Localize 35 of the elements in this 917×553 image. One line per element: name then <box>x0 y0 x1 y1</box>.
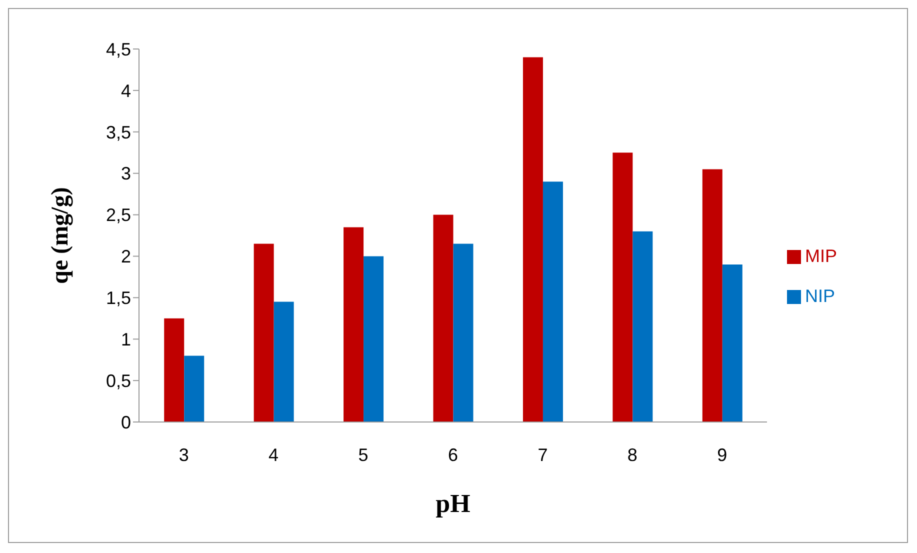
y-axis-title: qe (mg/g) <box>48 187 74 284</box>
y-tick-label: 0 <box>120 412 131 432</box>
x-tick-label: 3 <box>178 444 189 465</box>
bar <box>164 318 184 422</box>
legend-label: MIP <box>804 246 837 266</box>
bar <box>433 214 454 422</box>
legend-label: NIP <box>804 286 835 306</box>
x-tick-label: 5 <box>358 444 368 465</box>
bar <box>722 264 742 422</box>
x-tick-label: 4 <box>268 444 279 465</box>
bar <box>453 244 474 422</box>
y-tick-label: 2,5 <box>106 205 131 226</box>
x-axis-title: pH <box>436 489 470 518</box>
y-tick-label: 0,5 <box>106 370 131 391</box>
bar <box>632 231 653 422</box>
y-tick-label: 1,5 <box>106 288 131 308</box>
y-tick-label: 3 <box>120 164 131 184</box>
bar <box>612 152 633 422</box>
y-tick-label: 4,5 <box>106 39 131 60</box>
x-tick-label: 6 <box>448 444 458 465</box>
y-tick-label: 3,5 <box>106 122 131 142</box>
bar <box>274 302 294 422</box>
bar <box>522 57 543 422</box>
x-tick-label: 8 <box>627 444 638 465</box>
x-tick-label: 9 <box>717 444 728 465</box>
bar <box>364 256 384 422</box>
x-tick-label: 7 <box>538 444 548 465</box>
bar <box>344 227 364 422</box>
y-tick-label: 2 <box>120 246 131 267</box>
bar <box>184 356 204 422</box>
bar <box>542 182 563 422</box>
bar <box>254 244 274 422</box>
y-tick-label: 4 <box>120 80 131 101</box>
bar <box>702 169 722 422</box>
y-tick-label: 1 <box>120 330 131 350</box>
